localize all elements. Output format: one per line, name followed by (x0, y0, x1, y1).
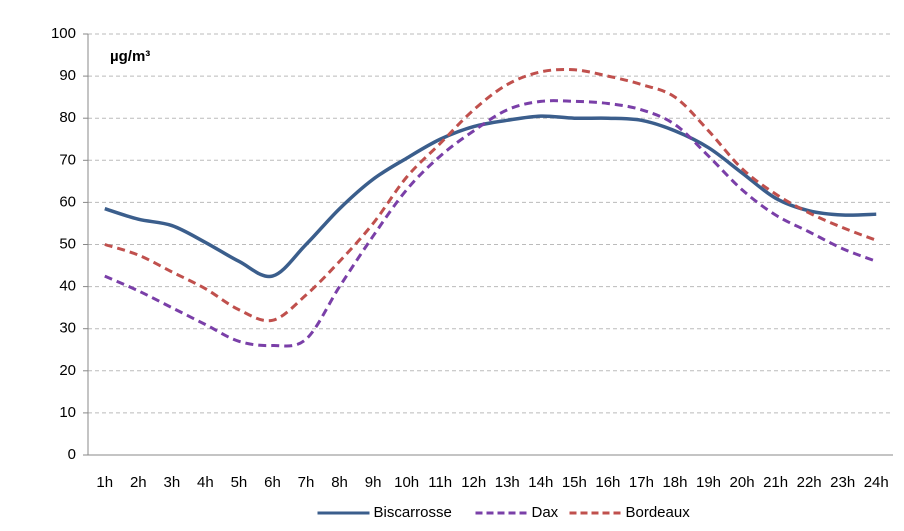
x-tick-label: 10h (394, 474, 419, 491)
x-tick-label: 23h (830, 474, 855, 491)
x-tick-label: 20h (730, 474, 755, 491)
y-tick-label: 0 (68, 446, 76, 463)
y-tick-label: 70 (59, 151, 76, 168)
series-line (104, 67, 877, 323)
x-tick-label: 22h (797, 474, 822, 491)
x-tick-label: 18h (662, 474, 687, 491)
x-tick-label: 1h (96, 474, 113, 491)
y-tick-label: 100 (51, 25, 76, 42)
legend-label: Bordeaux (626, 504, 691, 521)
x-tick-label: 8h (331, 474, 348, 491)
x-tick-label: 9h (365, 474, 382, 491)
x-tick-label: 2h (130, 474, 147, 491)
x-tick-label: 4h (197, 474, 214, 491)
x-tick-label: 16h (595, 474, 620, 491)
x-tick-label: 7h (298, 474, 315, 491)
legend-label: Biscarrosse (374, 504, 452, 521)
x-tick-label: 11h (428, 474, 452, 491)
series-line (104, 114, 877, 279)
x-tick-label: 19h (696, 474, 721, 491)
x-tick-label: 3h (164, 474, 181, 491)
x-tick-label: 13h (495, 474, 520, 491)
y-tick-label: 60 (59, 193, 76, 210)
x-tick-label: 15h (562, 474, 587, 491)
y-tick-label: 20 (59, 362, 76, 379)
y-tick-label: 90 (59, 67, 76, 84)
y-tick-label: 30 (59, 320, 76, 337)
x-tick-label: 17h (629, 474, 654, 491)
x-tick-label: 24h (864, 474, 889, 491)
unit-label: µg/m³ (110, 48, 150, 65)
x-tick-label: 14h (528, 474, 553, 491)
y-tick-label: 40 (59, 278, 76, 295)
x-tick-label: 6h (264, 474, 281, 491)
y-tick-label: 80 (59, 109, 76, 126)
y-tick-label: 10 (59, 404, 76, 421)
x-tick-label: 12h (461, 474, 486, 491)
x-tick-label: 21h (763, 474, 788, 491)
y-tick-label: 50 (59, 235, 76, 252)
x-tick-label: 5h (231, 474, 248, 491)
legend-label: Dax (532, 504, 559, 521)
series-line (104, 99, 877, 348)
